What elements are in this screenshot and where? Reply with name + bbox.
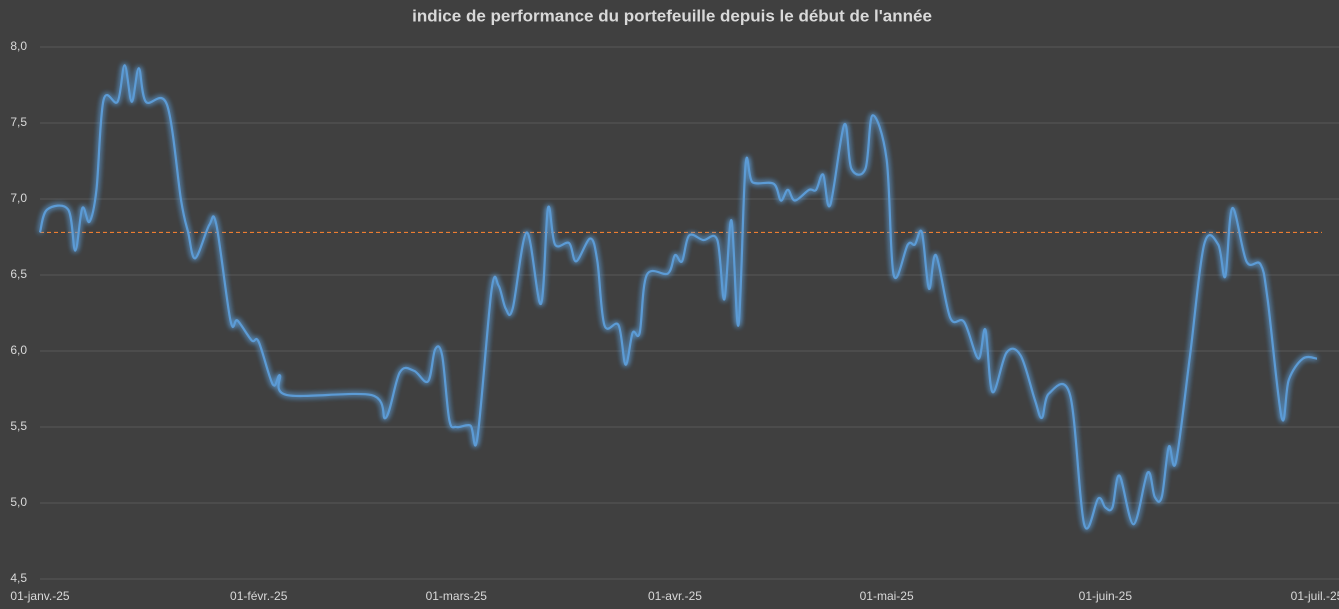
y-tick-label: 6,5 (10, 267, 27, 281)
y-tick-label: 5,0 (10, 495, 27, 509)
y-tick-label: 8,0 (10, 39, 27, 53)
chart-title: indice de performance du portefeuille de… (412, 6, 932, 25)
x-tick-label: 01-juil.-25 (1291, 589, 1339, 603)
y-tick-label: 7,0 (10, 191, 27, 205)
x-tick-label: 01-janv.-25 (10, 589, 69, 603)
line-series (38, 64, 1318, 530)
y-tick-label: 5,5 (10, 419, 27, 433)
x-tick-label: 01-mai-25 (860, 589, 914, 603)
x-tick-label: 01-juin-25 (1079, 589, 1133, 603)
x-tick-label: 01-avr.-25 (648, 589, 702, 603)
y-tick-label: 4,5 (10, 571, 27, 585)
y-tick-label: 6,0 (10, 343, 27, 357)
x-tick-label: 01-mars-25 (426, 589, 488, 603)
x-tick-label: 01-févr.-25 (230, 589, 288, 603)
y-tick-label: 7,5 (10, 115, 27, 129)
